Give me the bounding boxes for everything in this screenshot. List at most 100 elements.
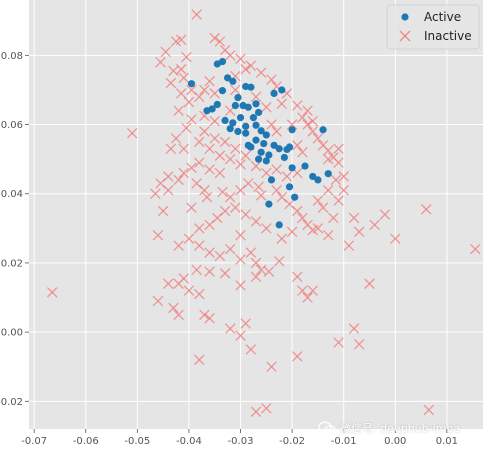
inactive-point [348,212,360,224]
active-point [231,101,239,110]
inactive-point [168,302,179,314]
inactive-point [170,36,182,47]
inactive-point [178,72,190,84]
inactive-point [307,285,319,296]
inactive-point [276,233,288,244]
inactive-point [235,254,246,265]
inactive-point [266,119,277,130]
inactive-point [183,233,195,244]
active-point [226,125,234,133]
active-point [262,157,270,165]
inactive-point [217,186,228,198]
inactive-point [302,119,313,130]
inactive-point [193,240,205,251]
active-point [314,176,322,184]
plot-background [29,0,483,429]
inactive-point [214,36,226,47]
inactive-point [292,351,303,362]
active-point [249,114,258,122]
inactive-point [204,219,215,231]
active-point [187,80,196,88]
inactive-point [168,65,179,77]
active-point [252,100,260,108]
inactive-point [204,247,215,258]
legend-inactive-marker [399,30,411,42]
active-point [244,141,252,149]
inactive-point [266,74,277,85]
inactive-point [193,136,205,148]
inactive-point [224,50,236,61]
inactive-point [390,233,401,244]
inactive-point [193,288,205,300]
active-point [247,83,255,91]
inactive-series-points [46,9,481,417]
inactive-point [292,140,303,151]
inactive-point [317,202,329,213]
inactive-point [173,105,184,116]
inactive-point [209,115,220,127]
active-point [265,200,273,208]
active-point [229,119,237,127]
inactive-point [261,101,272,113]
inactive-point [224,153,236,165]
inactive-point [302,292,313,303]
x-axis-ticks: -0.07 -0.06 -0.05 -0.04 -0.03 -0.02 -0.01 0.00 0… [21,429,458,447]
inactive-point [155,57,166,68]
inactive-point [173,278,184,289]
inactive-point [307,126,319,137]
inactive-point [235,330,246,341]
inactive-point [353,226,365,238]
active-point [252,121,260,129]
x-tick-label: 0.00 [384,436,406,447]
active-point [221,116,229,124]
active-point [288,164,296,172]
inactive-point [193,223,205,234]
active-point [309,172,317,181]
inactive-point [186,162,197,174]
active-point [324,170,332,178]
inactive-point [250,91,262,103]
inactive-point [173,174,184,186]
inactive-point [250,257,262,269]
inactive-point [204,313,215,324]
active-point [234,127,242,136]
active-point [242,122,250,130]
x-tick-label: -0.06 [73,436,99,447]
inactive-point [286,119,298,130]
inactive-point [292,205,303,217]
inactive-point [470,243,481,255]
inactive-point [230,202,241,213]
inactive-point [230,84,241,96]
active-point [244,103,252,111]
inactive-point [152,295,164,307]
inactive-point [224,323,236,334]
active-point [285,143,294,151]
inactive-point [235,159,246,170]
inactive-point [183,96,195,108]
inactive-point [240,63,251,75]
inactive-point [271,126,282,137]
active-point [260,139,268,148]
active-point [254,108,263,117]
inactive-point [224,243,236,255]
x-tick-label: -0.04 [176,436,202,447]
inactive-point [292,100,303,111]
y-tick-label: 0.02 [1,258,23,269]
inactive-point [219,136,231,148]
active-point [278,86,286,94]
inactive-point [193,157,205,168]
inactive-point [423,404,435,416]
inactive-point [214,250,226,262]
inactive-point [163,278,174,289]
legend-active-label: Active [424,10,461,24]
inactive-point [333,195,344,206]
inactive-point [201,191,213,203]
inactive-point [186,202,197,213]
active-point [218,57,227,66]
active-point [301,162,309,170]
inactive-point [297,285,308,296]
active-point [270,141,278,149]
inactive-point [163,185,174,196]
inactive-point [276,98,288,110]
y-tick-label: -0.02 [0,397,23,408]
